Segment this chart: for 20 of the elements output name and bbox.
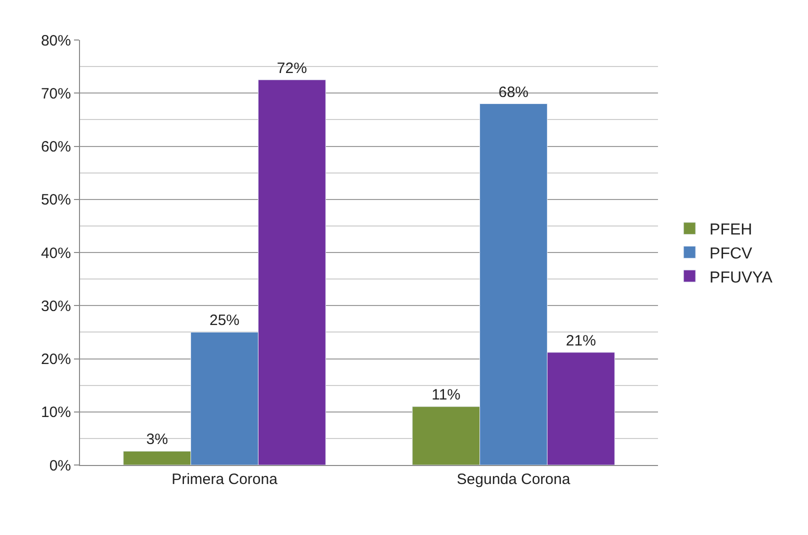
- data-label: 68%: [498, 84, 529, 101]
- y-tick-label: 80%: [40, 32, 71, 50]
- data-label: 3%: [146, 431, 168, 448]
- legend-label: PFEH: [710, 222, 752, 239]
- y-tick-label: 0%: [49, 457, 71, 474]
- legend-label: PFUVYA: [710, 269, 773, 286]
- y-tick-label: 20%: [40, 351, 71, 368]
- data-label: 11%: [432, 386, 461, 404]
- data-label: 21%: [566, 332, 596, 350]
- y-tick-label: 60%: [40, 138, 71, 156]
- x-tick-label: Segunda Corona: [456, 471, 571, 488]
- y-tick-label: 10%: [40, 404, 71, 422]
- y-tick-label: 30%: [40, 298, 71, 315]
- y-tick-label: 40%: [40, 244, 71, 262]
- legend-label: PFCV: [710, 245, 753, 262]
- y-tick-label: 50%: [40, 192, 71, 209]
- data-label: 25%: [209, 312, 240, 330]
- x-tick-label: Primera Corona: [172, 471, 278, 488]
- y-tick-label: 70%: [40, 85, 71, 102]
- data-label: 72%: [276, 60, 307, 77]
